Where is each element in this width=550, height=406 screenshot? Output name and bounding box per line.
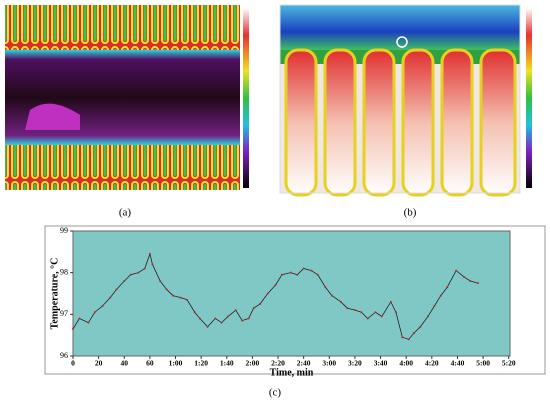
data-point [78, 317, 81, 320]
x-axis-label: Time, min [270, 367, 314, 378]
y-tick-label: 99 [60, 226, 68, 235]
data-point [252, 307, 255, 310]
thermal-image-b [279, 4, 532, 197]
data-point [87, 321, 90, 324]
data-point [123, 280, 126, 282]
data-point [165, 288, 168, 291]
data-point [109, 296, 112, 299]
data-point [186, 298, 189, 301]
data-point [330, 294, 333, 297]
data-point [433, 305, 436, 307]
y-tick-label: 98 [60, 267, 68, 276]
data-point [412, 332, 415, 335]
data-point [339, 300, 342, 303]
data-point [346, 307, 349, 310]
x-tick-label: 5:00 [476, 359, 490, 368]
data-point [93, 311, 96, 314]
data-point [394, 311, 397, 314]
data-point [280, 273, 283, 276]
x-tick-label: 20 [95, 359, 103, 368]
x-tick-label: 4:20 [425, 359, 439, 368]
y-axis-label: Temperature, °C [49, 258, 60, 330]
chart: 96 97 98 99 0 20 40 60 1:00 1:20 1:40 2:00 2:20 2:40 3… [49, 226, 516, 378]
data-point [366, 317, 369, 320]
data-point [101, 305, 104, 307]
data-point [206, 325, 209, 328]
data-point [462, 275, 465, 278]
data-point [324, 286, 327, 289]
data-point [401, 336, 404, 339]
data-point [310, 269, 313, 272]
y-tick-label: 97 [60, 309, 68, 318]
data-point [353, 309, 356, 312]
data-point [274, 284, 277, 287]
data-point [302, 267, 305, 270]
thermal-image-a [5, 5, 249, 190]
x-tick-label: 4:40 [451, 359, 465, 368]
data-point [151, 263, 154, 266]
data-point [259, 302, 262, 305]
x-tick-label: 1:00 [169, 359, 183, 368]
x-tick-label: 3:40 [374, 359, 388, 368]
data-point [407, 338, 410, 341]
plot-area [72, 230, 511, 357]
panel-label: (c) [269, 387, 282, 399]
x-tick-label: 2:20 [271, 359, 285, 368]
data-point [115, 288, 118, 291]
data-point [193, 311, 196, 314]
x-tick-label: 1:40 [220, 359, 234, 368]
data-point [360, 311, 363, 314]
data-point [316, 273, 319, 276]
data-point [143, 267, 146, 270]
data-point [469, 280, 472, 282]
x-tick-label: 0 [71, 359, 75, 368]
data-point [380, 315, 383, 318]
x-tick-label: 2:40 [297, 359, 311, 368]
data-point [247, 317, 250, 320]
x-tick-label: 5:20 [502, 359, 516, 368]
data-point [214, 317, 217, 320]
x-tick-label: 4:00 [399, 359, 413, 368]
x-tick-label: 1:20 [194, 359, 208, 368]
data-point [148, 252, 151, 255]
x-tick-label: 3:20 [348, 359, 362, 368]
data-point [129, 273, 132, 276]
y-tick-label: 96 [60, 351, 68, 360]
data-point [389, 300, 392, 303]
data-point [198, 317, 201, 320]
data-point [220, 321, 223, 324]
data-point [227, 315, 230, 318]
panel-label: (a) [119, 207, 132, 219]
panel-label: (b) [404, 207, 417, 219]
data-point [439, 294, 442, 297]
data-point [426, 315, 429, 318]
data-point [419, 325, 422, 328]
x-tick-label: 3:00 [322, 359, 336, 368]
data-point [241, 319, 244, 322]
data-point [171, 294, 174, 297]
data-point [234, 309, 237, 312]
x-tick-label: 2:00 [246, 359, 260, 368]
data-point [455, 269, 458, 272]
data-point [296, 273, 299, 276]
data-point [179, 296, 182, 299]
data-point [159, 280, 162, 282]
data-point [476, 282, 479, 285]
x-tick-label: 40 [121, 359, 129, 368]
data-point [446, 286, 449, 289]
data-point [374, 311, 377, 314]
data-line [72, 252, 479, 340]
data-point [266, 292, 269, 295]
x-tick-label: 60 [146, 359, 154, 368]
data-point [289, 271, 292, 274]
data-point [72, 327, 74, 330]
data-point [137, 271, 140, 274]
